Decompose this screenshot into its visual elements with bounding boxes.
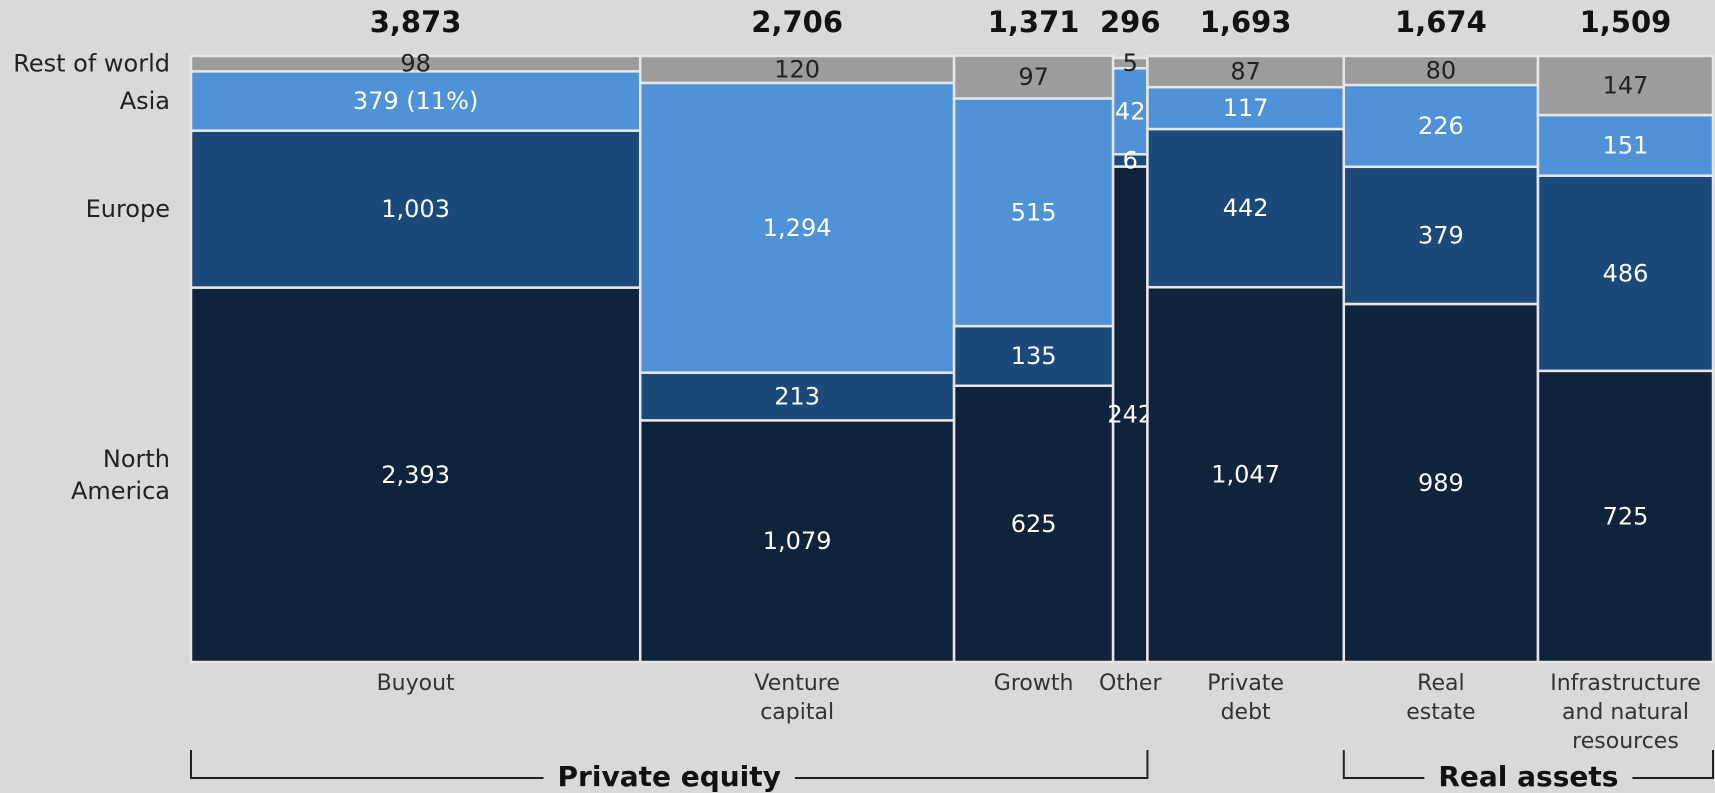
data-label-private-debt-rest-of-world: 87 xyxy=(1230,58,1261,86)
category-label-other: Other xyxy=(1099,671,1162,696)
group-bracket-left-real-assets xyxy=(1342,750,1425,779)
category-label-venture-capital-1: capital xyxy=(760,700,834,725)
total-label-buyout: 3,873 xyxy=(370,5,462,39)
data-label-buyout-europe: 1,003 xyxy=(381,195,450,223)
segment-infrastructure-and-natural-resources-asia xyxy=(1536,113,1715,177)
data-label-real-estate-rest-of-world: 80 xyxy=(1426,56,1457,84)
total-label-other: 296 xyxy=(1100,5,1161,39)
category-label-real-estate: Real xyxy=(1417,671,1464,696)
segment-buyout-north-america xyxy=(189,286,642,664)
category-label-infrastructure-and-natural-resources: Infrastructure xyxy=(1550,671,1701,696)
total-label-private-debt: 1,693 xyxy=(1200,5,1292,39)
category-label-private-debt: Private xyxy=(1207,671,1284,696)
data-label-buyout-north-america: 2,393 xyxy=(381,461,450,489)
region-label-north-america-1: America xyxy=(71,477,170,505)
segment-other-north-america xyxy=(1111,165,1149,664)
data-label-other-europe: 6 xyxy=(1123,146,1138,174)
total-label-growth: 1,371 xyxy=(988,5,1080,39)
data-label-growth-europe: 135 xyxy=(1011,342,1057,370)
total-label-infrastructure-and-natural-resources: 1,509 xyxy=(1580,5,1672,39)
segment-venture-capital-asia xyxy=(638,81,956,374)
category-label-infrastructure-and-natural-resources-2: resources xyxy=(1572,729,1679,754)
data-label-venture-capital-europe: 213 xyxy=(774,383,820,411)
data-label-buyout-asia: 379 (11%) xyxy=(353,87,479,115)
segment-real-estate-rest-of-world xyxy=(1342,54,1540,87)
group-bracket-right-real-assets xyxy=(1632,750,1714,779)
data-label-infrastructure-and-natural-resources-north-america: 725 xyxy=(1603,502,1649,530)
data-label-real-estate-asia: 226 xyxy=(1418,112,1464,140)
category-label-real-estate-1: estate xyxy=(1406,700,1475,725)
data-label-private-debt-asia: 117 xyxy=(1223,94,1269,122)
segment-other-asia xyxy=(1111,67,1149,156)
data-label-growth-north-america: 625 xyxy=(1011,510,1057,538)
region-label-north-america: North xyxy=(103,445,170,473)
data-label-infrastructure-and-natural-resources-rest-of-world: 147 xyxy=(1603,72,1649,100)
group-label-private-equity: Private equity xyxy=(558,760,781,793)
segment-real-estate-north-america xyxy=(1342,302,1540,664)
segment-growth-north-america xyxy=(952,384,1115,664)
data-label-private-debt-europe: 442 xyxy=(1223,194,1269,222)
data-label-infrastructure-and-natural-resources-europe: 486 xyxy=(1603,259,1649,287)
data-label-other-north-america: 242 xyxy=(1107,400,1153,428)
data-label-infrastructure-and-natural-resources-asia: 151 xyxy=(1603,131,1649,159)
segment-infrastructure-and-natural-resources-europe xyxy=(1536,174,1715,373)
segment-venture-capital-north-america xyxy=(638,419,956,664)
segment-buyout-europe xyxy=(189,129,642,289)
category-label-infrastructure-and-natural-resources-1: and natural xyxy=(1562,700,1689,725)
data-label-venture-capital-rest-of-world: 120 xyxy=(774,55,820,83)
data-label-real-estate-europe: 379 xyxy=(1418,221,1464,249)
total-label-venture-capital: 2,706 xyxy=(751,5,843,39)
data-label-venture-capital-asia: 1,294 xyxy=(763,214,832,242)
data-label-private-debt-north-america: 1,047 xyxy=(1211,461,1280,489)
category-label-venture-capital: Venture xyxy=(754,671,840,696)
region-label-asia: Asia xyxy=(120,87,170,115)
data-label-growth-asia: 515 xyxy=(1011,198,1057,226)
region-label-europe: Europe xyxy=(86,195,170,223)
data-label-buyout-rest-of-world: 98 xyxy=(400,50,431,78)
segment-infrastructure-and-natural-resources-rest-of-world xyxy=(1536,54,1715,117)
segment-private-debt-north-america xyxy=(1146,285,1346,664)
group-bracket-left-private-equity xyxy=(190,750,544,779)
data-label-real-estate-north-america: 989 xyxy=(1418,469,1464,497)
segment-infrastructure-and-natural-resources-north-america xyxy=(1536,369,1715,664)
category-label-buyout: Buyout xyxy=(377,671,455,696)
segment-real-estate-asia xyxy=(1342,83,1540,169)
segment-real-estate-europe xyxy=(1342,165,1540,306)
category-label-growth: Growth xyxy=(994,671,1074,696)
segment-private-debt-europe xyxy=(1146,127,1346,289)
data-label-other-asia: 42 xyxy=(1115,97,1146,125)
group-label-real-assets: Real assets xyxy=(1438,760,1618,793)
segment-growth-europe xyxy=(952,324,1115,387)
category-label-private-debt-1: debt xyxy=(1221,700,1271,725)
total-label-real-estate: 1,674 xyxy=(1395,5,1487,39)
data-label-other-rest-of-world: 5 xyxy=(1123,49,1138,77)
segment-growth-rest-of-world xyxy=(952,54,1115,100)
data-label-venture-capital-north-america: 1,079 xyxy=(763,527,832,555)
group-bracket-right-private-equity xyxy=(794,750,1149,779)
data-label-growth-rest-of-world: 97 xyxy=(1018,63,1049,91)
region-label-rest-of-world: Rest of world xyxy=(13,50,170,78)
